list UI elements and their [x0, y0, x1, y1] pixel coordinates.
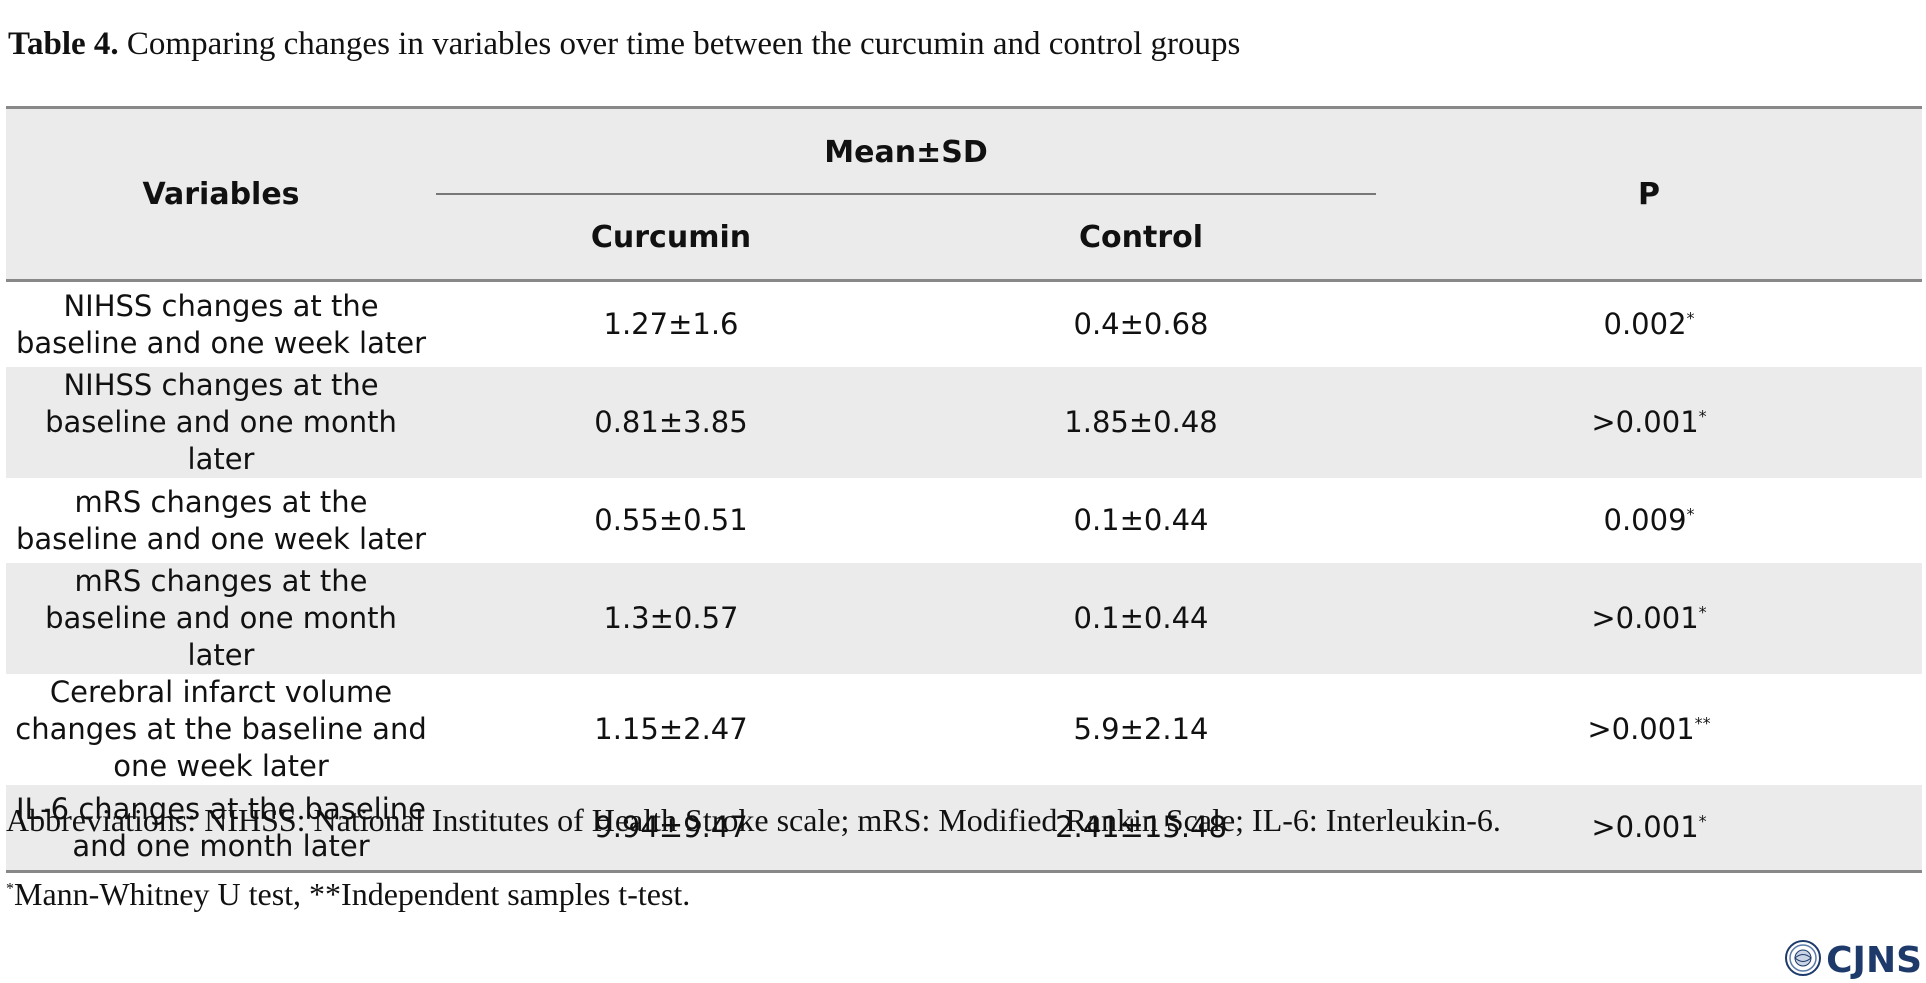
header-mean-sd: Mean±SD [436, 107, 1377, 195]
table-caption: Table 4. Comparing changes in variables … [8, 26, 1918, 63]
logo-text: CJNS [1826, 939, 1922, 981]
table-row: IL-6 changes at the baseline and one mon… [6, 785, 1923, 872]
cell-control: 5.9±2.14 [1073, 712, 1209, 746]
cell-p-value: 0.002* [1376, 281, 1922, 368]
p-significance-mark: * [1698, 602, 1707, 622]
note-text: Mann-Whitney U test, **Independent sampl… [14, 876, 691, 912]
table-header: Variables Mean±SD P Curcumin Control [6, 107, 1923, 281]
table-row: Cerebral infarct volume changes at the b… [6, 674, 1922, 785]
p-value: 0.002 [1603, 307, 1687, 341]
cell-curcumin: 0.81±3.85 [436, 367, 906, 478]
note-mark: * [6, 880, 14, 898]
table-row: NIHSS changes at the baseline and one we… [6, 281, 1922, 368]
p-value: >0.001 [1591, 601, 1699, 635]
results-table: Variables Mean±SD P Curcumin Control NIH… [6, 106, 1923, 873]
cell-variable: Cerebral infarct volume changes at the b… [15, 675, 427, 783]
header-variables: Variables [6, 107, 436, 281]
cell-variable: mRS changes at the baseline and one week… [15, 484, 427, 556]
cell-variable: NIHSS changes at the baseline and one we… [15, 288, 427, 360]
p-significance-mark: * [1698, 811, 1707, 831]
seal-icon [1784, 939, 1822, 982]
p-value: >0.001 [1591, 405, 1699, 439]
table-row: mRS changes at the baseline and one week… [6, 478, 1922, 563]
p-significance-mark: ** [1694, 713, 1711, 733]
header-curcumin: Curcumin [436, 195, 906, 281]
cell-p-value: >0.001** [1376, 674, 1922, 785]
header-control: Control [906, 195, 1377, 281]
p-significance-mark: * [1686, 504, 1695, 524]
cell-curcumin: 9.94±9.47 [436, 785, 906, 872]
p-significance-mark: * [1686, 308, 1695, 328]
p-value: >0.001 [1591, 810, 1699, 844]
table-row: NIHSS changes at the baseline and one mo… [6, 367, 1923, 478]
cell-control: 1.85±0.48 [906, 367, 1377, 478]
cell-curcumin: 1.3±0.57 [436, 563, 906, 674]
statistics-note: *Mann-Whitney U test, **Independent samp… [6, 876, 1606, 913]
cell-p-value: >0.001* [1376, 367, 1923, 478]
cell-control: 0.1±0.44 [1073, 503, 1209, 537]
cell-p-value: >0.001* [1376, 785, 1923, 872]
p-value: 0.009 [1603, 503, 1687, 537]
p-value: >0.001 [1587, 712, 1695, 746]
cell-variable: IL-6 changes at the baseline and one mon… [6, 785, 436, 872]
cell-control: 0.4±0.68 [1073, 307, 1209, 341]
cell-control: 0.1±0.44 [906, 563, 1377, 674]
cell-control: 2.41±15.48 [906, 785, 1377, 872]
cell-curcumin: 1.27±1.6 [603, 307, 739, 341]
cell-p-value: 0.009* [1376, 478, 1922, 563]
caption-text: Comparing changes in variables over time… [118, 26, 1241, 62]
cell-variable: mRS changes at the baseline and one mont… [6, 563, 436, 674]
header-p: P [1376, 107, 1923, 281]
table-row: mRS changes at the baseline and one mont… [6, 563, 1923, 674]
journal-logo: CJNS [1784, 939, 1922, 982]
table-body: NIHSS changes at the baseline and one we… [6, 281, 1923, 872]
cell-curcumin: 1.15±2.47 [594, 712, 748, 746]
cell-p-value: >0.001* [1376, 563, 1923, 674]
p-significance-mark: * [1698, 406, 1707, 426]
caption-label: Table 4. [8, 26, 119, 62]
cell-variable: NIHSS changes at the baseline and one mo… [6, 367, 436, 478]
abbreviations-note: Abbreviations: NIHSS: National Institute… [6, 802, 1501, 838]
cell-curcumin: 0.55±0.51 [594, 503, 748, 537]
results-table-container: Variables Mean±SD P Curcumin Control NIH… [6, 106, 1923, 873]
